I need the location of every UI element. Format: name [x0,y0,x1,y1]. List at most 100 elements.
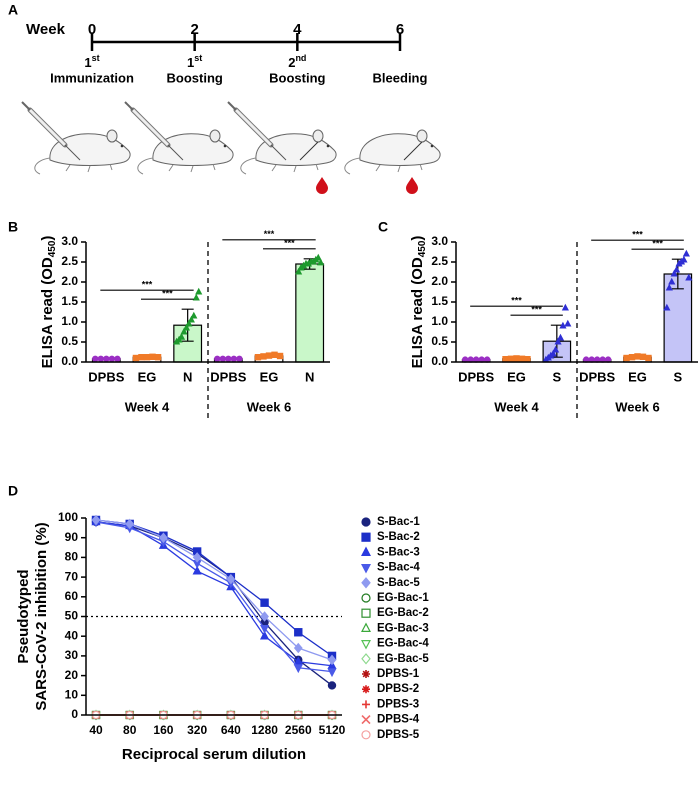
panel-letter: A [8,2,18,18]
marker [361,546,371,556]
x-tick-label: EG [260,369,279,384]
marker [361,593,371,603]
marker [361,730,371,740]
ordinal-number: 2 [288,55,295,70]
marker [236,355,243,362]
significance-label: *** [652,239,663,249]
marker [190,311,198,319]
marker [114,355,121,362]
x-tick-label: N [305,369,314,384]
marker [663,303,671,311]
x-tick-label: 320 [187,723,207,737]
y-tick-label: 3.0 [431,234,448,248]
y-tick-label: 2.5 [61,254,78,268]
legend-label: S-Bac-4 [377,562,420,574]
y-axis-label: SARS-CoV-2 inhibition (%) [33,522,50,710]
marker [276,352,284,360]
significance-label: *** [511,296,522,306]
significance-label: *** [142,280,153,290]
mouse-illustrations [22,102,441,194]
marker [138,354,145,361]
y-tick-label: 10 [65,687,79,701]
marker [293,642,303,654]
marker [623,354,630,362]
marker [132,354,140,362]
mouse [344,129,441,175]
event-label: Immunization [50,70,134,85]
x-tick-label: 160 [153,723,173,737]
y-tick-label: 0.0 [61,354,78,368]
marker [294,628,303,637]
x-tick-label: EG [628,369,647,384]
capillary [403,141,423,161]
legend-label: S-Bac-1 [377,516,420,528]
marker [260,598,269,607]
tick-label: 0 [88,21,96,38]
x-tick-label: S [673,369,682,384]
marker [361,640,371,650]
ordinal-number: 1 [187,55,194,70]
marker [260,353,267,360]
marker [362,670,370,678]
mouse [240,129,337,175]
marker [195,287,203,295]
marker [682,249,690,257]
legend-label: S-Bac-3 [377,546,420,558]
mouse [34,129,131,175]
marker [554,337,562,345]
panel-letter: D [8,483,18,499]
marker [259,630,270,640]
marker [226,573,236,585]
marker [552,345,560,353]
marker [314,253,322,261]
marker [524,356,531,363]
marker [362,700,370,709]
y-tick-label: 0 [71,707,78,721]
x-tick-label: EG [138,369,157,384]
marker [317,258,325,266]
marker [192,293,200,301]
group-label: Week 6 [247,399,292,414]
marker [154,354,162,361]
series-line [95,521,333,667]
x-tick-label: 640 [221,723,241,737]
marker [192,552,202,563]
legend-label: EG-Bac-4 [377,638,429,650]
marker [271,351,278,359]
marker [97,355,105,362]
marker [143,354,151,361]
marker [182,323,191,331]
series-line [95,521,333,686]
marker [230,355,238,362]
y-tick-label: 70 [65,569,79,583]
label-sub: 450 [417,240,428,257]
marker [502,356,509,363]
marker [219,355,227,362]
marker [259,625,270,634]
marker [634,353,641,360]
label-sub: 450 [47,240,58,257]
y-tick-label: 60 [65,589,79,603]
axis-label: Week [26,21,66,38]
tick-label: 2 [190,21,198,38]
y-tick-label: 1.0 [61,314,78,328]
marker [159,532,168,543]
y-tick-label: 1.5 [61,294,78,308]
marker [254,354,262,361]
marker [327,668,337,678]
panel-letter: C [378,219,388,235]
marker [507,355,515,363]
label-end: ) [39,236,56,241]
marker [680,255,688,263]
group-label: Week 6 [615,399,660,414]
bar [295,263,325,363]
x-axis-label: Reciprocal serum dilution [122,746,306,763]
legend-label: DPBS-1 [377,668,420,680]
marker [177,332,186,340]
ordinal-suffix: st [92,53,100,63]
significance-label: *** [162,289,173,299]
x-tick-label: DPBS [458,369,494,384]
marker [513,355,520,362]
y-tick-label: 1.5 [431,294,448,308]
